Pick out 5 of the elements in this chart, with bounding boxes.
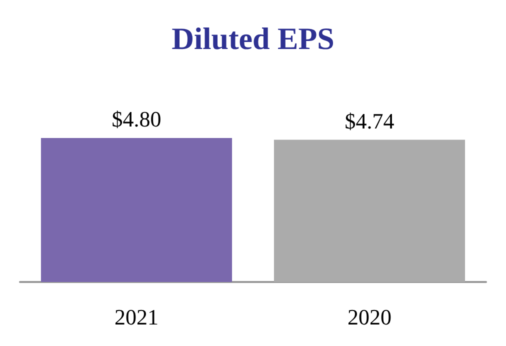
x-tick-label: 2021 — [114, 304, 158, 330]
x-tick-label: 2020 — [348, 304, 392, 330]
data-label: $4.74 — [344, 108, 394, 134]
data-label: $4.80 — [112, 106, 162, 132]
chart-title: Diluted EPS — [172, 21, 334, 56]
